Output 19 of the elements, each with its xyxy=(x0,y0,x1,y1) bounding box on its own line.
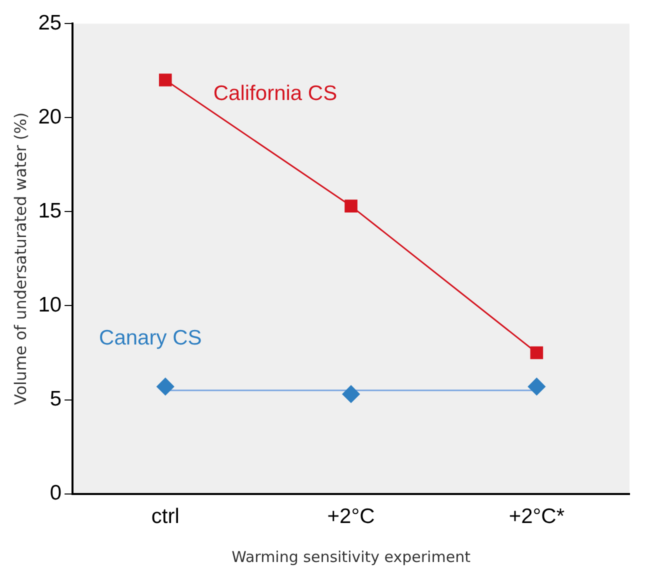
y-tick-label: 20 xyxy=(38,105,62,128)
x-tick-label: +2°C xyxy=(327,505,375,528)
point xyxy=(158,74,172,86)
point xyxy=(528,378,546,396)
point xyxy=(342,385,360,403)
x-tick-label: +2°C* xyxy=(508,505,565,528)
point xyxy=(156,378,174,396)
series-label: California CS xyxy=(213,82,338,105)
text: Canary CS xyxy=(99,326,202,350)
y-tick-label: 0 xyxy=(50,482,62,505)
point xyxy=(530,346,544,360)
y-tick-label: 15 xyxy=(38,199,62,222)
y-axis-title: Volume of undersaturated water (%) xyxy=(10,112,30,406)
x-tick-label: ctrl xyxy=(151,505,180,528)
point xyxy=(344,200,358,212)
y-tick-label: 25 xyxy=(38,11,62,34)
x-axis-title: Warming sensitivity experiment xyxy=(232,548,471,566)
y-tick-label: 10 xyxy=(38,294,62,317)
y-tick-label: 5 xyxy=(50,388,62,411)
